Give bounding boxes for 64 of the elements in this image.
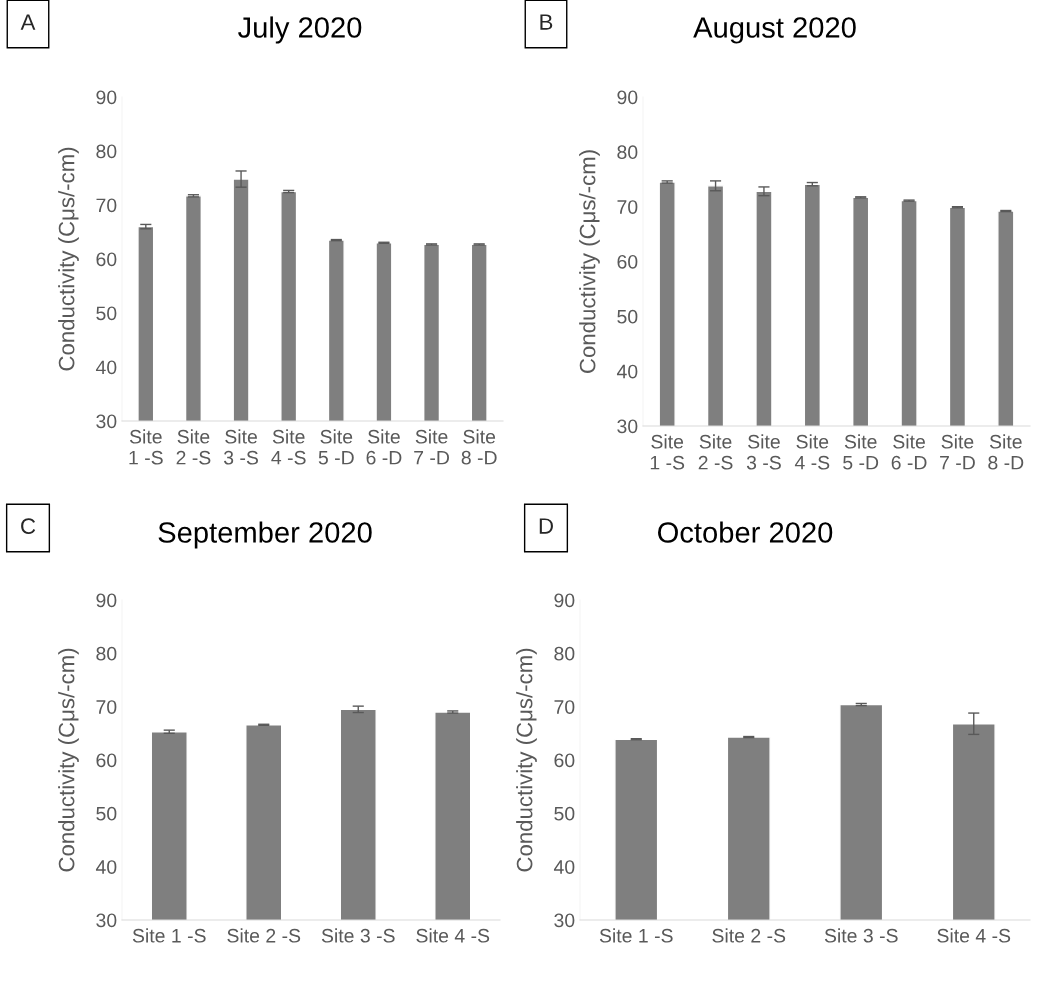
- x-tick-label: Site 6 -D: [891, 434, 927, 470]
- x-tick-label: Site 3 -S: [824, 928, 898, 943]
- y-tick-label: 60: [96, 252, 117, 267]
- x-tick-label: Site 6 -D: [366, 429, 402, 465]
- x-tick-label: Site 3 -S: [321, 928, 395, 943]
- x-tick-label: Site 3 -S: [746, 434, 781, 470]
- y-tick-label: 40: [553, 860, 575, 874]
- chart-title: July 2020: [238, 16, 362, 44]
- y-tick-label: 80: [554, 646, 575, 661]
- y-tick-label: 30: [554, 913, 575, 928]
- y-tick-label: 60: [617, 254, 638, 269]
- x-tick-label: Site 5 -D: [843, 434, 879, 470]
- y-axis-title: Conductivity (Cμs/-cm): [516, 648, 537, 872]
- y-tick-label: 90: [554, 593, 575, 608]
- x-tick-label: Site 1 -S: [650, 434, 685, 470]
- text: B: [540, 14, 553, 30]
- y-tick-label: 90: [96, 593, 117, 608]
- text: C: [21, 518, 36, 534]
- y-tick-label: 60: [96, 753, 117, 768]
- chart-title: October 2020: [658, 521, 833, 543]
- y-axis-title: Conductivity (Cμs/-cm): [58, 648, 79, 872]
- x-tick-label: Site 4 -S: [271, 429, 306, 465]
- x-tick-label: Site 3 -S: [223, 429, 258, 465]
- text: A: [20, 14, 36, 30]
- x-tick-label: Site 7 -D: [940, 434, 975, 470]
- y-tick-label: 30: [617, 419, 638, 434]
- y-tick-label: 50: [617, 309, 638, 324]
- y-tick-label: 40: [95, 360, 117, 375]
- y-tick-label: 40: [95, 860, 117, 874]
- x-tick-label: Site 8 -D: [461, 429, 497, 465]
- y-tick-label: 70: [554, 700, 575, 714]
- x-tick-label: Site 2 -S: [176, 429, 211, 465]
- y-tick-label: 80: [96, 144, 117, 159]
- x-tick-label: Site 2 -S: [227, 928, 301, 943]
- y-axis-title: Conductivity (Cμs/-cm): [58, 147, 79, 371]
- x-tick-label: Site 7 -D: [414, 429, 449, 465]
- x-tick-label: Site 1 -S: [129, 429, 163, 465]
- y-tick-label: 80: [96, 646, 117, 661]
- chart-title: August 2020: [693, 17, 856, 44]
- y-tick-label: 70: [96, 198, 117, 213]
- y-tick-label: 90: [617, 90, 638, 105]
- y-tick-label: 50: [96, 306, 117, 321]
- x-tick-label: Site 4 -S: [794, 434, 830, 470]
- x-tick-label: Site 2 -S: [698, 434, 733, 470]
- y-tick-label: 70: [617, 200, 638, 214]
- x-tick-label: Site 1 -S: [132, 928, 206, 943]
- y-tick-label: 40: [616, 364, 638, 379]
- x-tick-label: Site 2 -S: [712, 928, 786, 943]
- x-tick-label: Site 1 -S: [599, 928, 673, 943]
- chart-title: September 2020: [158, 521, 372, 549]
- y-tick-label: 90: [96, 90, 117, 105]
- text: D: [539, 518, 553, 534]
- y-tick-label: 50: [96, 806, 117, 821]
- x-tick-label: Site 4 -S: [416, 928, 490, 943]
- x-tick-label: Site 8 -D: [988, 434, 1024, 470]
- y-tick-label: 70: [96, 700, 117, 714]
- y-tick-label: 50: [554, 806, 575, 821]
- y-axis-title: Conductivity (Cμs/-cm): [579, 150, 600, 373]
- x-tick-label: Site 5 -D: [318, 429, 354, 465]
- y-tick-label: 30: [96, 913, 117, 928]
- y-tick-label: 80: [617, 145, 638, 160]
- x-tick-label: Site 4 -S: [937, 928, 1011, 943]
- y-tick-label: 30: [96, 414, 117, 429]
- y-tick-label: 60: [554, 753, 575, 768]
